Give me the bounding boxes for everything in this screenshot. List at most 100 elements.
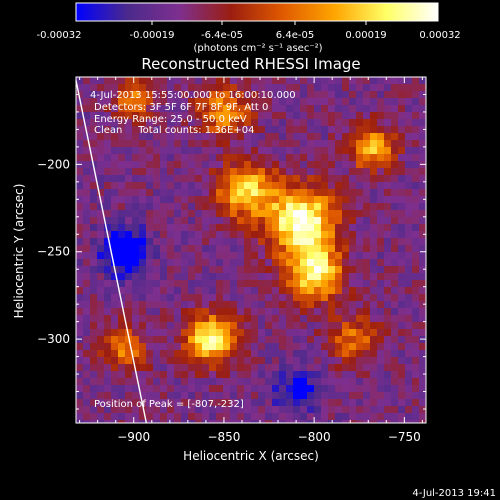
heatmap-cell: [139, 287, 147, 295]
heatmap-cell: [405, 168, 413, 176]
heatmap-cell: [321, 140, 329, 148]
heatmap-cell: [118, 175, 126, 183]
heatmap-cell: [279, 399, 287, 407]
heatmap-cell: [279, 245, 287, 253]
heatmap-cell: [412, 259, 420, 267]
colorbar-tick-label: -0.00032: [37, 30, 82, 41]
heatmap-cell: [230, 182, 238, 190]
heatmap-cell: [195, 280, 203, 288]
heatmap-cell: [293, 273, 301, 281]
heatmap-cell: [97, 399, 105, 407]
heatmap-cell: [83, 182, 91, 190]
heatmap-cell: [293, 301, 301, 309]
heatmap-cell: [335, 385, 343, 393]
heatmap-cell: [76, 287, 84, 295]
heatmap-cell: [412, 357, 420, 365]
heatmap-cell: [307, 182, 315, 190]
heatmap-cell: [167, 231, 175, 239]
heatmap-cell: [90, 294, 98, 302]
heatmap-cell: [300, 364, 308, 372]
heatmap-cell: [223, 406, 231, 414]
heatmap-cell: [265, 378, 273, 386]
heatmap-cell: [384, 399, 392, 407]
heatmap-cell: [384, 175, 392, 183]
heatmap-cell: [83, 378, 91, 386]
heatmap-cell: [76, 294, 84, 302]
heatmap-cell: [188, 315, 196, 323]
heatmap-cell: [202, 294, 210, 302]
heatmap-cell: [307, 84, 315, 92]
heatmap-cell: [188, 273, 196, 281]
heatmap-cell: [251, 84, 259, 92]
heatmap-cell: [251, 364, 259, 372]
heatmap-cell: [202, 385, 210, 393]
heatmap-cell: [223, 105, 231, 113]
heatmap-cell: [286, 238, 294, 246]
heatmap-cell: [251, 245, 259, 253]
heatmap-cell: [174, 210, 182, 218]
heatmap-cell: [251, 399, 259, 407]
heatmap-cell: [307, 147, 315, 155]
heatmap-cell: [342, 259, 350, 267]
heatmap-cell: [258, 399, 266, 407]
heatmap-cell: [307, 98, 315, 106]
heatmap-cell: [188, 259, 196, 267]
heatmap-cell: [391, 112, 399, 120]
heatmap-cell: [272, 252, 280, 260]
heatmap-cell: [272, 154, 280, 162]
heatmap-cell: [174, 154, 182, 162]
heatmap-cell: [223, 140, 231, 148]
heatmap-cell: [174, 126, 182, 134]
heatmap-cell: [244, 294, 252, 302]
heatmap-cell: [104, 217, 112, 225]
heatmap-cell: [104, 112, 112, 120]
heatmap-cell: [153, 413, 161, 421]
heatmap-cell: [97, 203, 105, 211]
heatmap-cell: [125, 238, 133, 246]
heatmap-cell: [216, 245, 224, 253]
heatmap-cell: [307, 371, 315, 379]
heatmap-cell: [111, 364, 119, 372]
heatmap-cell: [132, 231, 140, 239]
heatmap-cell: [167, 203, 175, 211]
heatmap-cell: [216, 98, 224, 106]
heatmap-cell: [146, 413, 154, 421]
heatmap-cell: [251, 280, 259, 288]
heatmap-cell: [342, 294, 350, 302]
heatmap-cell: [286, 84, 294, 92]
heatmap-cell: [230, 140, 238, 148]
heatmap-cell: [195, 133, 203, 141]
heatmap-cell: [279, 140, 287, 148]
heatmap-cell: [132, 252, 140, 260]
heatmap-cell: [314, 322, 322, 330]
heatmap-cell: [174, 308, 182, 316]
heatmap-cell: [188, 287, 196, 295]
heatmap-cell: [118, 280, 126, 288]
heatmap-cell: [237, 77, 245, 85]
heatmap-cell: [132, 413, 140, 421]
heatmap-cell: [244, 266, 252, 274]
heatmap-cell: [153, 287, 161, 295]
heatmap-cell: [363, 315, 371, 323]
heatmap-cell: [230, 161, 238, 169]
heatmap-cell: [384, 217, 392, 225]
heatmap-cell: [125, 378, 133, 386]
heatmap-cell: [300, 322, 308, 330]
heatmap-cell: [125, 98, 133, 106]
heatmap-cell: [293, 189, 301, 197]
heatmap-cell: [251, 196, 259, 204]
heatmap-cell: [139, 245, 147, 253]
heatmap-cell: [321, 266, 329, 274]
heatmap-cell: [321, 231, 329, 239]
heatmap-cell: [153, 231, 161, 239]
heatmap-cell: [328, 280, 336, 288]
heatmap-cell: [349, 259, 357, 267]
heatmap-cell: [76, 315, 84, 323]
heatmap-cell: [342, 420, 350, 423]
heatmap-cell: [307, 168, 315, 176]
heatmap-cell: [118, 217, 126, 225]
heatmap-cell: [174, 301, 182, 309]
heatmap-cell: [300, 105, 308, 113]
heatmap-cell: [363, 224, 371, 232]
heatmap-cell: [188, 168, 196, 176]
